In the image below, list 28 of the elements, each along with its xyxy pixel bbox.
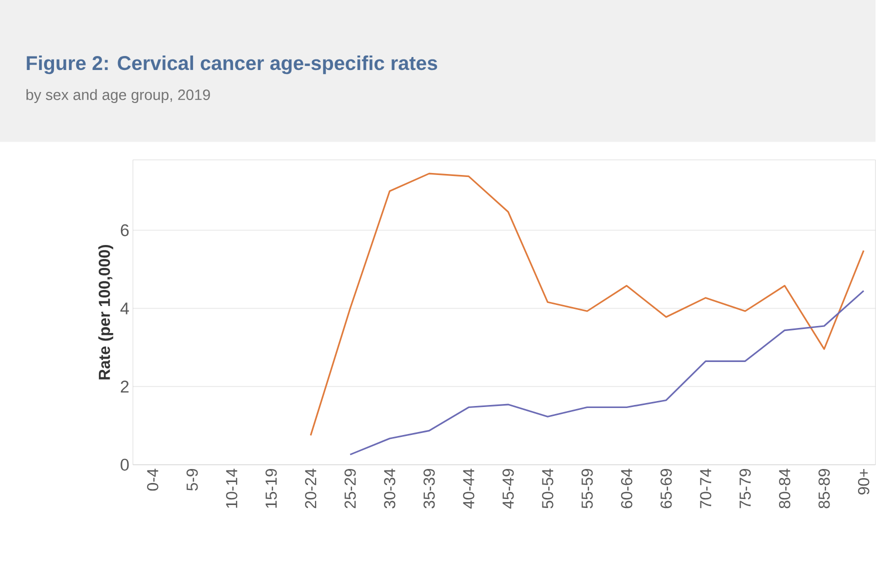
y-tick-label: 0 [120,458,129,471]
x-tick-label: 85-89 [818,469,830,508]
x-tick-label: 45-49 [502,469,514,509]
x-tick-label: 50-54 [542,468,554,509]
x-tick-label: 15-19 [266,469,277,508]
x-tick-label: 75-79 [740,469,751,508]
x-tick-label: 90+ [858,469,870,495]
x-tick-label: 70-74 [700,468,712,508]
x-tick-label: 60-64 [621,468,632,508]
y-tick-label: 6 [120,224,129,236]
x-tick-label: 35-39 [424,469,435,509]
x-tick-label: 65-69 [660,469,672,508]
y-axis-title: Rate (per 100,000) [98,245,114,380]
chart-title: Figure 2: Cervical cancer age-specific rates [26,56,438,74]
x-tick-label: 40-44 [463,468,474,509]
x-tick-label: 55-59 [582,469,593,509]
x-tick-label: 0-4 [147,468,158,491]
x-tick-label: 20-24 [305,468,316,508]
y-tick-label: 2 [120,380,129,393]
line-series [349,290,864,456]
x-tick-label: 80-84 [779,468,790,508]
line-series [310,172,864,436]
y-tick-label: 4 [120,302,129,314]
chart-subtitle: by sex and age group, 2019 [26,89,210,104]
x-tick-label: 10-14 [226,468,238,508]
x-tick-label: 5-9 [186,469,198,491]
x-tick-label: 30-34 [384,468,396,509]
x-tick-label: 25-29 [344,469,356,508]
